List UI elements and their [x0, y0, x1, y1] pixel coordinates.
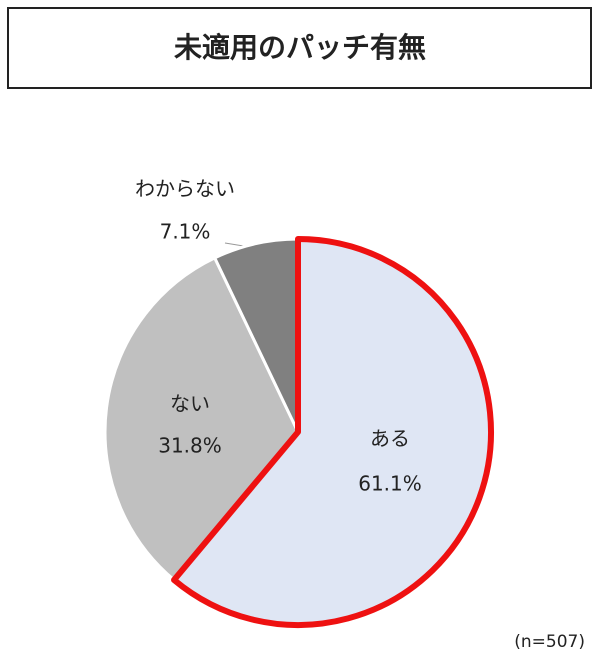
value-label: 7.1% [160, 220, 211, 244]
pie-slice [103, 256, 300, 582]
pie-slice [171, 236, 494, 628]
chart-title: 未適用のパッチ有無 [174, 31, 426, 64]
value-label: 31.8% [158, 434, 222, 458]
value-label: 61.1% [358, 472, 422, 496]
slice-label: ある [370, 427, 410, 451]
title-box [7, 7, 592, 89]
slice-label: わからない [135, 177, 235, 201]
slice-label: ない [170, 392, 210, 416]
note: (n=507) [514, 632, 585, 652]
